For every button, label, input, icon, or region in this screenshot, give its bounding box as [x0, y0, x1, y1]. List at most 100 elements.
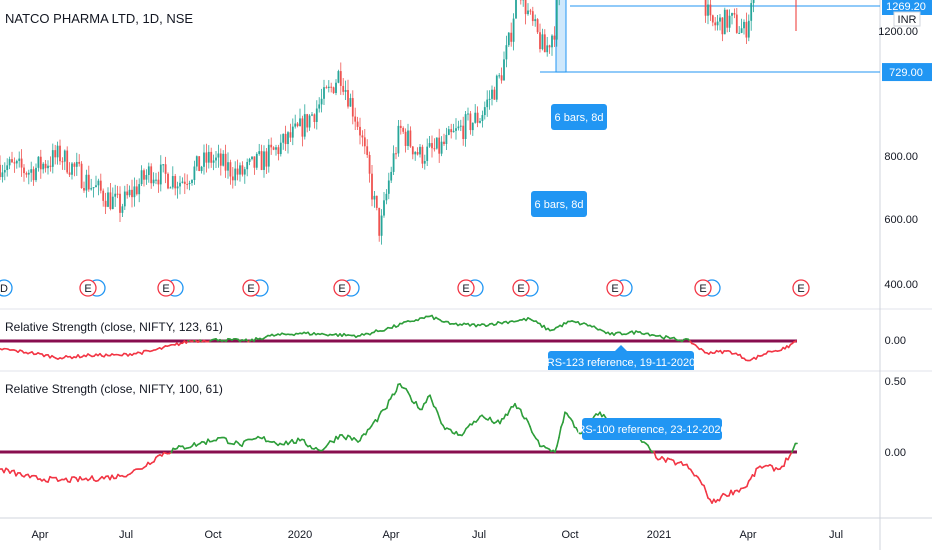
- candle-body: [239, 165, 241, 175]
- rs100-pane-segment: [409, 395, 413, 403]
- rs123-pane-reference-label: RS-123 reference, 19-11-2020: [547, 345, 695, 370]
- candle-body: [8, 159, 11, 166]
- rs100-pane-segment: [438, 416, 443, 425]
- candle-body: [433, 148, 436, 150]
- candle-body: [380, 215, 383, 236]
- rs123-tick-label: 0.00: [885, 335, 906, 347]
- candle-body: [198, 156, 201, 172]
- rs100-pane-segment: [395, 383, 399, 393]
- candle-body: [323, 87, 325, 99]
- rs100-pane-tick-label: 0.50: [885, 376, 906, 388]
- candle-body: [469, 113, 472, 131]
- candle-body: [83, 188, 85, 191]
- candle-body: [265, 151, 268, 167]
- rs123-pane-title: Relative Strength (close, NIFTY, 123, 61…: [5, 320, 223, 334]
- rs100-pane-segment: [359, 435, 363, 442]
- rs100-pane-segment: [653, 450, 657, 459]
- candle-body: [546, 45, 549, 53]
- time-tick-label: Oct: [204, 529, 221, 541]
- candle-body: [409, 130, 412, 147]
- candle-body: [752, 0, 755, 4]
- candle-body: [344, 90, 347, 92]
- price-tick-label: 600.00: [884, 214, 918, 226]
- candle-body: [363, 137, 366, 147]
- candle-body: [447, 129, 450, 135]
- candle-body: [42, 163, 45, 170]
- earnings-marker-circle: [157, 279, 175, 297]
- candle-body: [66, 150, 69, 173]
- candle-body: [440, 141, 443, 154]
- marker-letter: E: [162, 283, 169, 295]
- candle-body: [491, 89, 493, 99]
- candle-body: [61, 161, 64, 163]
- candle-body: [527, 10, 529, 15]
- candle-body: [111, 196, 114, 210]
- rs100-pane-segment: [529, 425, 533, 434]
- candle-body: [404, 131, 407, 146]
- candle-body: [426, 146, 429, 161]
- rs100-pane-segment: [705, 490, 709, 499]
- candle-body: [102, 190, 105, 201]
- time-tick-label: Apr: [382, 529, 399, 541]
- candle-body: [277, 147, 280, 155]
- earnings-marker-circle: [606, 279, 624, 297]
- candle-body: [368, 154, 371, 174]
- rs100-pane-segment: [386, 399, 390, 409]
- candle-body: [488, 98, 491, 100]
- rs100-pane-tick-label: 0.00: [885, 447, 906, 459]
- rs100-pane-segment: [499, 418, 503, 425]
- candle-body: [723, 9, 726, 35]
- candle-body: [49, 165, 52, 167]
- candle-body: [399, 125, 402, 128]
- candle-body: [267, 144, 270, 167]
- rs123-pane-reference-bg: [548, 351, 694, 370]
- candle-body: [711, 15, 714, 23]
- candle-body: [219, 153, 222, 166]
- candle-body: [325, 87, 328, 89]
- candle-body: [445, 134, 448, 145]
- price-tag-top-bg: [882, 0, 932, 15]
- candle-body: [421, 146, 424, 164]
- price-pane: 6 bars, 8d 6 bars, 8d D E E E E E E E E E NATCO PHAR…: [0, 0, 880, 297]
- marker-letter: E: [517, 283, 524, 295]
- candle-body: [462, 125, 465, 140]
- candle-body: [375, 195, 378, 208]
- rs100-pane-segment: [519, 408, 524, 417]
- candle-body: [174, 176, 177, 189]
- rs100-pane-reference-label: RS-100 reference, 23-12-2020: [577, 418, 727, 440]
- candle-body: [241, 165, 244, 175]
- candle-body: [39, 156, 42, 170]
- candle-body: [531, 11, 534, 22]
- rs123-pane-reference-text: RS-123 reference, 19-11-2020: [547, 357, 695, 369]
- candle-body: [126, 191, 129, 196]
- rs100-pane-segment: [241, 440, 245, 448]
- candle-body: [500, 75, 503, 81]
- candle-body: [159, 164, 162, 185]
- candle-body: [536, 19, 539, 33]
- candle-body: [330, 86, 333, 88]
- candle-body: [188, 182, 191, 185]
- rs100-pane-segment: [425, 396, 429, 404]
- candle-body: [181, 181, 184, 183]
- rs100-pane-segment: [558, 426, 562, 439]
- candle-body: [438, 137, 441, 154]
- candle-body: [131, 189, 133, 198]
- candle-body: [217, 153, 220, 158]
- candle-body: [183, 181, 186, 184]
- candle-body: [203, 152, 205, 167]
- candle-body: [169, 187, 172, 189]
- rs123-clip-group: RS-123 reference, 19-11-2020: [0, 314, 797, 370]
- candle-body: [423, 160, 426, 164]
- candle-body: [121, 206, 124, 213]
- candle-body: [450, 129, 453, 133]
- candle-body: [30, 169, 33, 173]
- candle-body: [251, 156, 253, 160]
- candle-body: [51, 150, 54, 167]
- candle-body: [467, 113, 469, 115]
- time-tick-label: 2021: [647, 529, 671, 541]
- earnings-marker: E: [512, 279, 539, 297]
- earnings-marker-circle: [512, 279, 530, 297]
- earnings-marker-circle: [333, 279, 351, 297]
- candle-body: [71, 163, 73, 175]
